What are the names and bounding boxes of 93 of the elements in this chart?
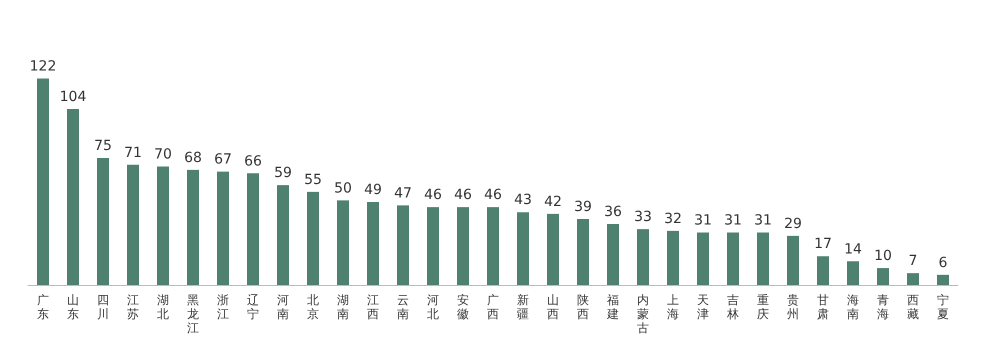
data-label: 7 [908, 253, 918, 270]
x-tick-label: 北京 [307, 293, 319, 321]
x-tick-label: 广东 [37, 293, 49, 321]
data-label: 71 [124, 144, 142, 161]
data-label: 31 [694, 212, 712, 229]
data-label: 6 [938, 254, 948, 271]
x-tick-label: 江西 [367, 293, 379, 321]
bar [577, 218, 589, 285]
data-label: 46 [424, 187, 442, 204]
bar [337, 200, 349, 285]
bar [787, 236, 799, 285]
x-tick-label: 西藏 [907, 293, 919, 321]
data-label: 33 [634, 209, 652, 226]
data-label: 10 [874, 248, 892, 264]
bar [607, 224, 619, 285]
x-tick-label: 福建 [606, 293, 619, 321]
x-tick-label: 山东 [67, 293, 79, 321]
data-label: 68 [184, 150, 202, 166]
bar [277, 185, 289, 285]
data-label: 42 [544, 194, 562, 210]
x-tick-label: 陕西 [577, 293, 589, 321]
bar [727, 232, 739, 285]
x-tick-label: 河南 [277, 293, 289, 321]
bar [157, 166, 169, 285]
x-tick-label: 重庆 [757, 293, 769, 321]
bar [517, 212, 529, 285]
x-tick-label: 湖北 [157, 293, 169, 321]
data-label: 32 [664, 210, 682, 227]
x-tick-label: 辽宁 [247, 293, 259, 321]
data-label: 29 [784, 216, 802, 232]
bar [667, 230, 679, 285]
bar [367, 202, 379, 285]
x-tick-label: 天津 [697, 293, 709, 321]
x-tick-label: 河北 [427, 293, 439, 321]
data-label: 75 [94, 138, 112, 154]
data-label: 66 [244, 153, 262, 170]
data-label: 31 [724, 212, 742, 229]
bar [847, 261, 859, 285]
x-tick-label: 上海 [667, 293, 679, 321]
bar [247, 173, 259, 285]
x-tick-label: 云南 [397, 293, 409, 321]
x-tick-label: 四川 [97, 293, 109, 321]
x-tick-label: 海南 [847, 293, 859, 321]
data-label: 49 [364, 182, 382, 198]
x-tick-label: 吉林 [726, 293, 739, 321]
bar [457, 207, 469, 285]
bar [37, 78, 49, 285]
data-label: 17 [814, 236, 832, 252]
x-tick-label: 内蒙古 [637, 293, 649, 335]
bar [907, 273, 919, 285]
data-label: 70 [154, 146, 172, 162]
x-tick-label: 宁夏 [937, 293, 949, 321]
data-label: 50 [334, 180, 352, 196]
data-label: 14 [844, 241, 862, 258]
x-tick-label: 山西 [547, 293, 559, 321]
data-label: 46 [484, 187, 502, 204]
bar [217, 172, 229, 285]
data-label: 55 [304, 172, 322, 188]
data-label: 36 [604, 204, 622, 220]
bar [817, 256, 829, 285]
x-tick-label: 江苏 [127, 293, 139, 321]
x-tick-label: 新疆 [517, 293, 529, 321]
bar [937, 274, 949, 285]
bar [127, 164, 139, 285]
x-tick-label: 湖南 [337, 293, 349, 321]
bar [877, 268, 889, 285]
data-label: 122 [30, 58, 56, 74]
data-label: 67 [214, 152, 232, 168]
bar [97, 158, 109, 285]
bar [187, 170, 199, 285]
bar [697, 232, 709, 285]
x-tick-label: 广西 [487, 293, 499, 321]
bar [307, 192, 319, 285]
data-label: 104 [60, 88, 86, 105]
bar [487, 207, 499, 285]
data-label: 31 [754, 212, 772, 229]
data-label: 43 [514, 192, 532, 208]
bar [547, 214, 559, 285]
data-label: 46 [454, 187, 472, 204]
x-tick-label: 黑龙江 [187, 293, 199, 335]
data-label: 39 [574, 198, 592, 215]
x-tick-label: 浙江 [217, 293, 229, 321]
x-tick-label: 青海 [877, 293, 889, 321]
x-tick-label: 安徽 [457, 293, 469, 321]
bar [757, 232, 769, 285]
bar [637, 229, 649, 285]
bar [67, 108, 79, 285]
bar [397, 205, 409, 285]
x-tick-label: 贵州 [787, 293, 799, 321]
x-tick-label: 甘肃 [817, 293, 829, 321]
data-label: 59 [274, 165, 292, 182]
data-label: 47 [394, 185, 412, 202]
bar [427, 207, 439, 285]
